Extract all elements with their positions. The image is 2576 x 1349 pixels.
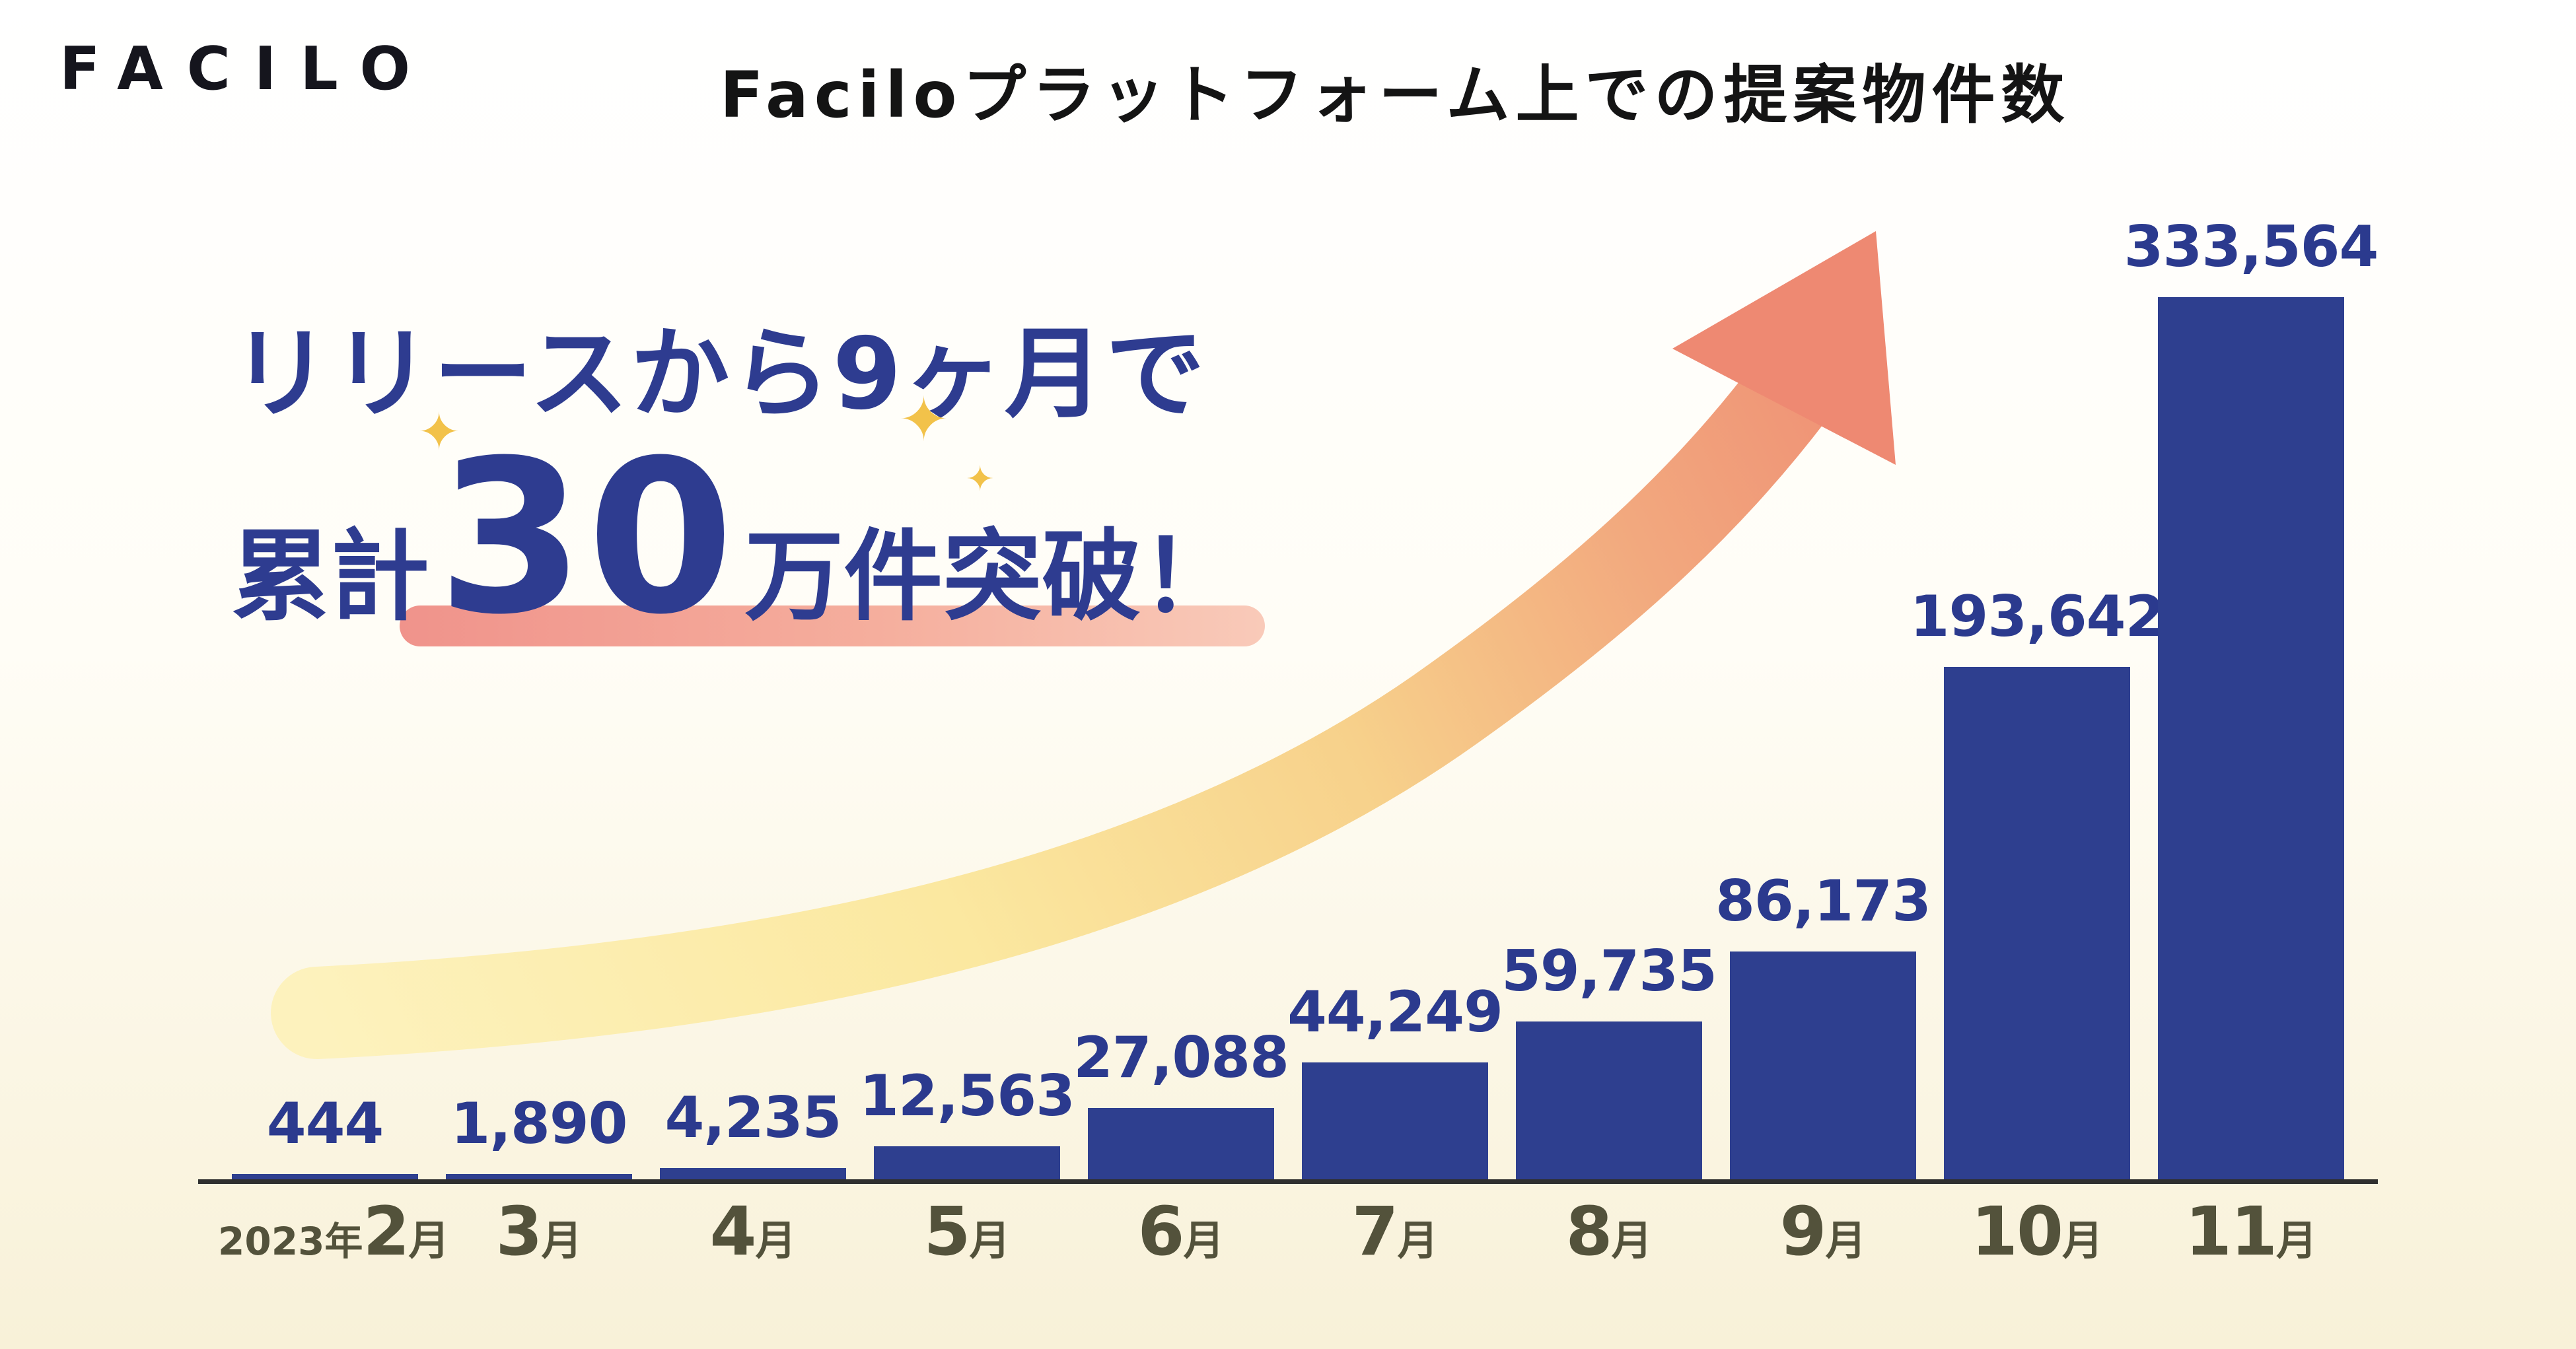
- bar-group: 27,088: [1073, 1025, 1289, 1179]
- sparkle-icon: ✦: [966, 460, 995, 499]
- x-axis-label: 6月: [1137, 1193, 1225, 1271]
- x-axis-label: 8月: [1565, 1193, 1653, 1271]
- headline-prefix: 累計: [231, 520, 430, 635]
- page-title: Faciloプラットフォーム上での提案物件数: [720, 58, 2071, 132]
- bar-value-label: 1,890: [450, 1091, 627, 1157]
- bar-value-label: 444: [266, 1091, 384, 1157]
- bar-group: 444: [218, 1091, 432, 1179]
- bar: [1944, 667, 2130, 1179]
- bar-group: 12,563: [859, 1063, 1075, 1179]
- headline-suffix: 万件突破！: [744, 520, 1240, 635]
- bar-group: 44,249: [1287, 979, 1503, 1179]
- bar-value-label: 44,249: [1287, 979, 1503, 1045]
- bar: [1302, 1062, 1488, 1179]
- x-axis-label: 7月: [1351, 1193, 1439, 1271]
- bar-value-label: 333,564: [2124, 214, 2379, 280]
- sparkle-icon: ✦: [417, 403, 461, 462]
- x-axis-label: 2023年2月: [218, 1193, 450, 1271]
- x-axis-label: 3月: [495, 1193, 583, 1271]
- bar: [660, 1168, 846, 1179]
- bar: [446, 1174, 632, 1179]
- bar: [1730, 951, 1916, 1179]
- x-axis-label: 4月: [709, 1193, 797, 1271]
- bar-value-label: 59,735: [1501, 938, 1717, 1004]
- x-axis-label: 9月: [1779, 1193, 1867, 1271]
- bar-group: 86,173: [1715, 868, 1931, 1179]
- bar-value-label: 4,235: [664, 1085, 841, 1151]
- bar-group: 59,735: [1501, 938, 1717, 1179]
- x-axis-label: 5月: [923, 1193, 1011, 1271]
- bar: [1088, 1108, 1274, 1179]
- facilo-logo: FACILO: [59, 34, 434, 104]
- bar-group: 333,564: [2124, 214, 2379, 1179]
- headline: リリースから9ヶ月で ✦ ✦ ✦ 累計 30 万件突破！: [231, 294, 1265, 661]
- bar-value-label: 86,173: [1715, 868, 1931, 934]
- x-axis-label: 11月: [2185, 1193, 2317, 1271]
- headline-line2: ✦ ✦ ✦ 累計 30 万件突破！: [231, 384, 1265, 661]
- bar: [874, 1146, 1060, 1179]
- bar-value-label: 27,088: [1073, 1025, 1289, 1091]
- x-axis-label: 10月: [1971, 1193, 2103, 1271]
- bar-group: 193,642: [1910, 584, 2165, 1179]
- bar-group: 4,235: [646, 1085, 860, 1179]
- bar: [2158, 297, 2344, 1179]
- bar-group: 1,890: [432, 1091, 646, 1179]
- x-axis-labels: 2023年2月 3月 4月 5月 6月 7月 8月 9月 10月 11月: [218, 1193, 2358, 1271]
- bar-value-label: 12,563: [859, 1063, 1075, 1129]
- bar: [1516, 1021, 1702, 1179]
- bar-value-label: 193,642: [1910, 584, 2165, 650]
- x-axis-line: [198, 1179, 2378, 1184]
- sparkle-icon: ✦: [898, 384, 950, 455]
- bar: [232, 1174, 418, 1179]
- headline-big-number: 30: [437, 415, 737, 661]
